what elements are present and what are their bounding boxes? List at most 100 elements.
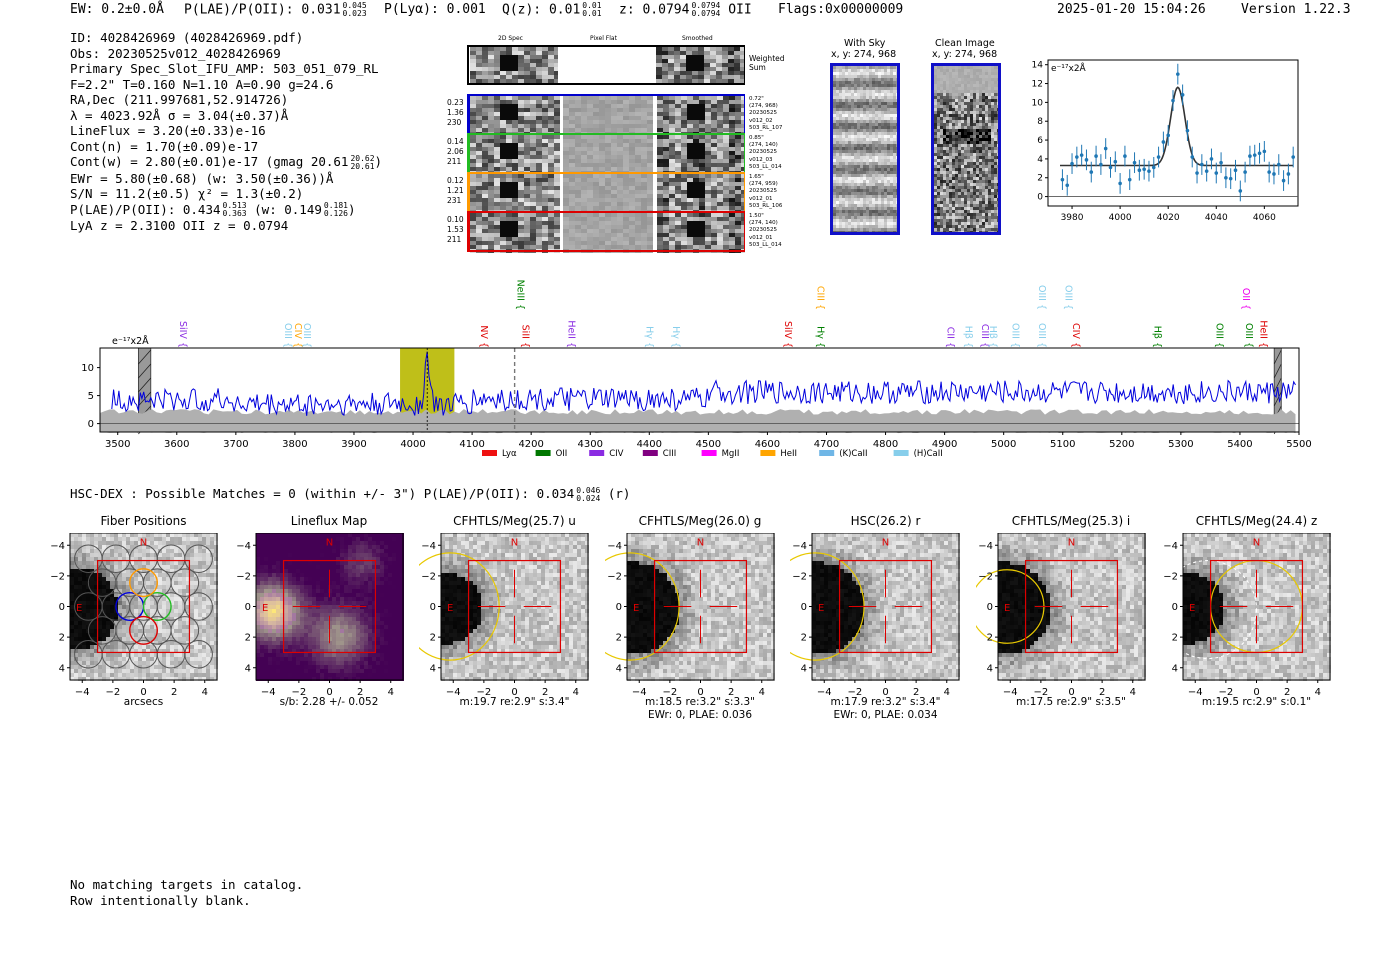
zoom-data-point: [1262, 141, 1267, 162]
info-lineflux: LineFlux = 3.20(±0.33)e-16: [70, 123, 266, 138]
weighted-line1: Weighted: [749, 54, 785, 63]
stamp-search-box: [838, 559, 933, 654]
fiber-highlight-circle: [142, 592, 172, 621]
stamp-xtick-label: 4: [1315, 687, 1321, 698]
weighted-sum-label: Weighted Sum: [749, 54, 785, 72]
spectrum-xtick-label: 3700: [223, 439, 248, 450]
stamp-xtick-label: −2: [106, 687, 121, 698]
zoom-xtick-label: 3980: [1061, 213, 1084, 223]
stamp-caption-i: m:17.5 re:2.9" s:3.5": [1016, 696, 1126, 708]
zoom-ytick-label: 0: [1037, 193, 1043, 203]
zoom-data-point: [1233, 159, 1238, 181]
cutout-row-right-0: 0.72" (274, 968) 20230525 v012_02 503_RL_107: [749, 96, 782, 132]
header-z-lo: 0.0794: [691, 9, 721, 18]
header-qz: Q(z): 0.01 0.01 0.01: [502, 2, 602, 18]
header-ew: EW: 0.2±0.0Å: [70, 2, 164, 17]
header-flags: Flags:0x00000009: [778, 2, 904, 17]
header-qz-lo: 0.01: [582, 9, 602, 18]
noise-block: [470, 135, 560, 175]
zoom-axes-frame: [1047, 59, 1299, 207]
stamp-ytick-label: 4: [430, 663, 436, 674]
info-plae-lo: 0.363: [222, 209, 247, 218]
stamp-title-r: HSC(26.2) r: [850, 514, 921, 528]
east-label: E: [1004, 603, 1010, 614]
zoom-xtick-label: 4020: [1157, 213, 1180, 223]
stamp-frame: [830, 63, 900, 235]
header-plae-lo: 0.023: [342, 9, 367, 18]
stamp-xtick-label: −2: [1033, 687, 1048, 698]
weighted-sum-frame: [467, 45, 745, 85]
spectrum-xtick-label: 4400: [637, 439, 662, 450]
cutout-grid: [467, 45, 745, 253]
noise-block: [470, 174, 560, 214]
spectrum-xtick-label: 4000: [400, 439, 425, 450]
spectrum-line-label: Hγ {: [643, 326, 654, 348]
stamp-xtick-label: 2: [727, 687, 733, 698]
spectrum-line-label: OIII {: [1036, 285, 1047, 310]
zoom-data-point: [1156, 146, 1161, 168]
fiber-circle: [170, 616, 200, 645]
north-label: N: [140, 537, 147, 548]
cutout-row-right-2: 1.65" (274, 959) 20230525 v012_01 503_RL_106: [749, 174, 782, 210]
spectrum-xtick-label: 4100: [459, 439, 484, 450]
cutout-row-right-value: (274, 959): [749, 181, 778, 188]
stamp-ytick-label: −2: [607, 571, 622, 582]
spectrum-line-label: SiIV {: [177, 321, 188, 348]
cutout-row-color-bar: [467, 135, 470, 172]
hsc-dex-text: HSC-DEX : Possible Matches = 0 (within +…: [70, 486, 575, 501]
zoom-xtick-label: 4000: [1109, 213, 1132, 223]
info-radec: RA,Dec (211.997681,52.914726): [70, 92, 289, 107]
zoom-data-point: [1065, 174, 1070, 196]
stamp-xtick-label: 0: [326, 687, 332, 698]
header-plae: P(LAE)/P(OII): 0.031 0.045 0.023: [184, 2, 367, 18]
zoom-data-point: [1123, 145, 1127, 167]
east-label: E: [447, 603, 453, 614]
cutout-row-right-1: 0.85" (274, 140) 20230525 v012_03 503_LL_014: [749, 135, 782, 171]
fiber-highlight-circle: [129, 568, 158, 598]
clean-title: Clean Image: [935, 38, 995, 49]
spectrum-xtick-label: 5100: [1050, 439, 1075, 450]
cutout-row-left-value: 211: [447, 235, 462, 244]
stamp-ytick-label: −4: [421, 541, 436, 552]
stamp-title-lineflux: Lineflux Map: [290, 514, 368, 528]
spectrum-xtick-label: 4900: [932, 439, 957, 450]
stamp-title-i: CFHTLS/Meg(25.3) i: [1011, 514, 1131, 528]
noise-block: [657, 96, 745, 136]
zoom-data-point: [1099, 154, 1103, 175]
stamp-caption-fiber: arcsecs: [123, 696, 164, 708]
cutout-row-right-value: 20230525: [749, 227, 777, 234]
header-plae-hi: 0.045: [342, 1, 367, 10]
spectrum-line-label: Hγ {: [815, 326, 826, 348]
spectrum-legend-entry: Lyα: [482, 449, 517, 459]
spectrum-line-label: Hγ {: [670, 326, 681, 348]
stamp-xtick-label: 0: [511, 687, 517, 698]
stamp-plot-lineflux: N E 4 −4 2 −2 0 0 −2 2 −4 4: [236, 533, 404, 698]
north-label: N: [696, 537, 703, 548]
noise-block: [657, 135, 745, 175]
pixel-flat-blank: [558, 47, 656, 83]
stamp-ytick-label: −2: [50, 571, 65, 582]
spectrum-xtick-label: 4300: [578, 439, 603, 450]
noise-block: [563, 213, 653, 253]
cutout-row-right-value: v012_01: [749, 234, 773, 241]
cutout-row-left-value: 0.23: [447, 98, 464, 107]
fiber-circle: [184, 639, 213, 669]
zoom-data-point: [1176, 63, 1180, 85]
noise-block: [470, 213, 560, 253]
stamp-search-box: [1209, 559, 1304, 654]
spectrum-xtick-label: 4500: [696, 439, 721, 450]
zoom-data-point: [1171, 90, 1175, 111]
stamp-xtick-label: −2: [477, 687, 492, 698]
stamp-ytick-label: −2: [236, 571, 251, 582]
spectrum-legend-entry: CIII: [642, 449, 676, 459]
zoom-data-point: [1209, 148, 1214, 170]
stamp-plot-u: N E 4 −4 2 −2 0 0 −2 2 −4 4: [419, 533, 589, 698]
stamp-ytick-label: −2: [792, 571, 807, 582]
info-obs: Obs: 20230525v012_4028426969: [70, 45, 281, 61]
stamp-xtick-label: 4: [387, 687, 393, 698]
stamp-xtick-label: −4: [260, 687, 275, 698]
header-z-line: OII: [728, 2, 752, 18]
zoom-data-point: [1084, 149, 1089, 171]
cutout-row-left-value: 1.53: [447, 225, 464, 234]
spectrum-legend-entry: OII: [535, 449, 567, 459]
